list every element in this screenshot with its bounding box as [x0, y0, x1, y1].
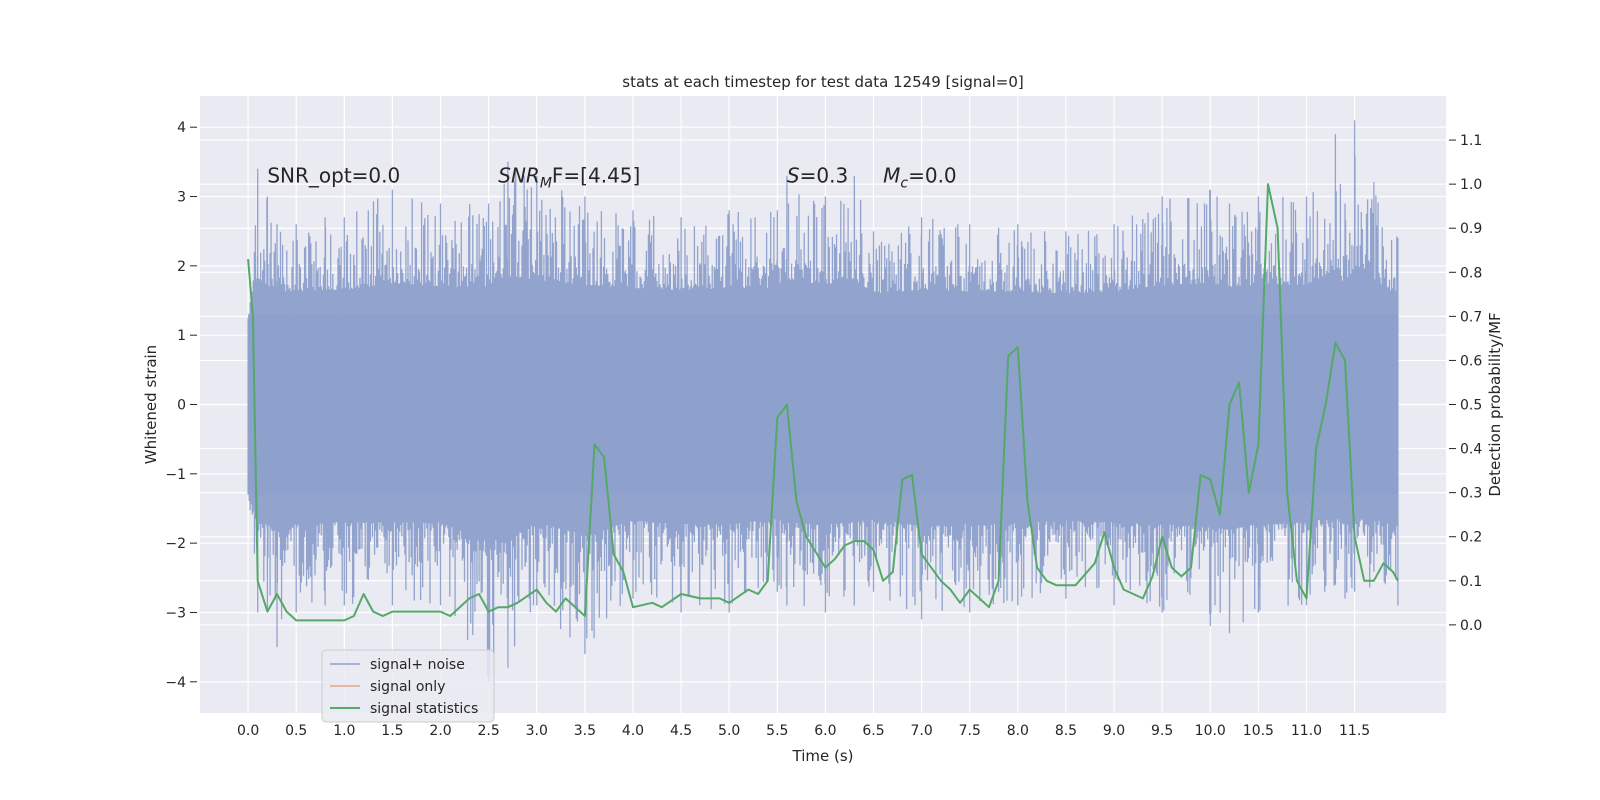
x-tick-label: 1.0 — [333, 723, 355, 739]
y2-tick-label: 0.3 — [1460, 486, 1482, 502]
y2-tick-label: 0.9 — [1460, 221, 1482, 237]
x-tick-label: 5.0 — [718, 723, 740, 739]
x-tick-label: 4.0 — [622, 723, 644, 739]
x-axis-label: Time (s) — [792, 747, 854, 765]
x-tick-label: 4.5 — [670, 723, 692, 739]
annotation: Mc=0.0 — [883, 164, 957, 192]
y2-tick-label: 1.0 — [1460, 177, 1482, 193]
y2-tick-label: 0.0 — [1460, 618, 1482, 634]
series-signal-noise — [247, 120, 1399, 682]
y2-axis-label: Detection probability/MF — [1486, 312, 1504, 496]
legend-label: signal statistics — [370, 701, 478, 717]
x-tick-labels: 0.0 0.5 1.0 1.5 2.0 2.5 3.0 3.5 4.0 4.5 5.0 5.5 6.0 6… — [237, 723, 1370, 739]
annotation: S=0.3 — [787, 164, 848, 188]
legend-label: signal+ noise — [370, 657, 465, 673]
y2-tick-label: 0.6 — [1460, 353, 1482, 369]
x-tick-label: 3.5 — [574, 723, 596, 739]
x-tick-label: 5.5 — [766, 723, 788, 739]
x-tick-label: 6.5 — [862, 723, 884, 739]
y2-tick-label: 0.8 — [1460, 265, 1482, 281]
noise-band-layer — [247, 120, 1399, 682]
y2-tick-label: 0.1 — [1460, 574, 1482, 590]
legend-box — [321, 649, 495, 723]
y2-tick-labels: 1.1 1.0 0.9 0.8 0.7 0.6 0.5 0.4 0.3 0.2 0.1 0.0 — [1449, 133, 1482, 634]
x-tick-label: 9.5 — [1151, 723, 1173, 739]
legend: signal+ noise signal only signal statistic… — [321, 649, 495, 723]
x-tick-label: 2.0 — [429, 723, 451, 739]
x-tick-label: 11.5 — [1339, 723, 1370, 739]
y-tick-label: 3 — [177, 190, 186, 206]
y-tick-label: 0 — [177, 398, 186, 414]
x-tick-label: 8.0 — [1007, 723, 1029, 739]
series-signal-statistics — [247, 183, 1399, 622]
x-tick-label: 11.0 — [1291, 723, 1322, 739]
y2-tick-label: 0.5 — [1460, 398, 1482, 414]
x-tick-label: 7.5 — [959, 723, 981, 739]
annotations: SNR_opt=0.0 SNRMF=[4.45] S=0.3 Mc=0.0 — [267, 164, 956, 192]
x-tick-label: 6.0 — [814, 723, 836, 739]
y2-tick-label: 0.4 — [1460, 442, 1482, 458]
y-tick-label: −2 — [165, 536, 186, 552]
chart-title: stats at each timestep for test data 125… — [622, 73, 1023, 91]
x-tick-label: 1.5 — [381, 723, 403, 739]
y-tick-label: −4 — [165, 675, 186, 691]
y-tick-label: −1 — [165, 467, 186, 483]
y-tick-label: 2 — [177, 259, 186, 275]
legend-label: signal only — [370, 679, 445, 695]
y-tick-labels: 4 3 2 1 0 −1 −2 −3 −4 — [165, 120, 197, 691]
y2-tick-label: 1.1 — [1460, 133, 1482, 149]
y-axis-label: Whitened strain — [142, 345, 160, 464]
x-tick-label: 3.0 — [526, 723, 548, 739]
y-tick-label: 4 — [177, 120, 186, 136]
annotation: SNRMF=[4.45] — [498, 164, 640, 192]
y2-tick-label: 0.2 — [1460, 530, 1482, 546]
x-tick-label: 8.5 — [1055, 723, 1077, 739]
y-tick-label: 1 — [177, 328, 186, 344]
y2-tick-label: 0.7 — [1460, 309, 1482, 325]
x-tick-label: 0.5 — [285, 723, 307, 739]
x-tick-label: 10.0 — [1195, 723, 1226, 739]
x-tick-label: 9.0 — [1103, 723, 1125, 739]
x-tick-label: 10.5 — [1243, 723, 1274, 739]
x-tick-label: 7.0 — [910, 723, 932, 739]
y-tick-label: −3 — [165, 605, 186, 621]
annotation: SNR_opt=0.0 — [267, 164, 400, 188]
x-tick-label: 0.0 — [237, 723, 259, 739]
x-tick-label: 2.5 — [478, 723, 500, 739]
series-layer — [247, 183, 1399, 622]
